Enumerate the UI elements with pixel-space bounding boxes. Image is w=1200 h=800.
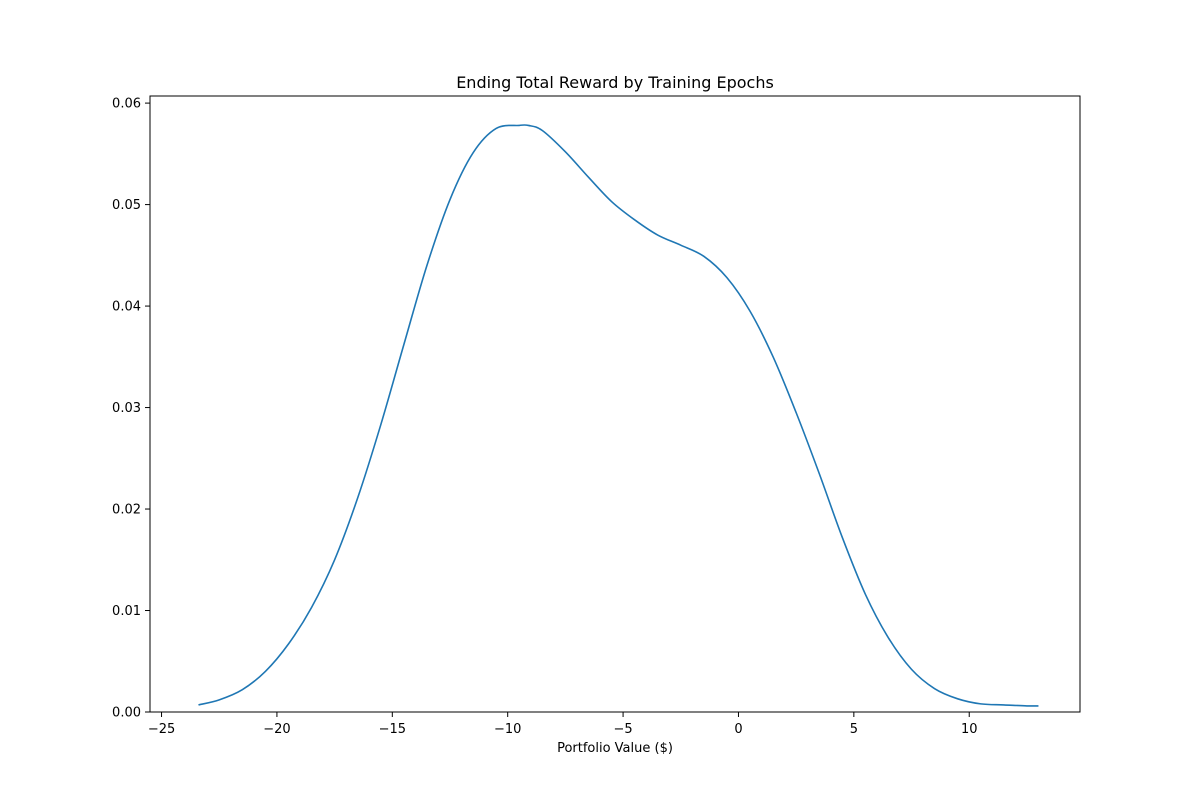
x-tick-label: 10 — [961, 722, 978, 737]
y-tick-label: 0.00 — [112, 706, 141, 721]
x-axis-label: Portfolio Value ($) — [557, 741, 673, 756]
y-tick-label: 0.01 — [112, 604, 141, 619]
x-tick-label: 0 — [734, 722, 742, 737]
y-tick-label: 0.04 — [112, 300, 141, 315]
x-tick-label: −15 — [379, 722, 406, 737]
x-tick-label: −10 — [494, 722, 521, 737]
x-tick-label: −25 — [148, 722, 175, 737]
y-tick-label: 0.03 — [112, 401, 141, 416]
y-tick-label: 0.06 — [112, 97, 141, 112]
x-tick-label: −20 — [263, 722, 290, 737]
y-tick-label: 0.05 — [112, 198, 141, 213]
density-line — [198, 124, 1039, 707]
x-axis-ticks: −25 −20 −15 −10 −5 0 5 10 — [148, 712, 978, 737]
x-tick-label: −5 — [613, 722, 632, 737]
chart-title: Ending Total Reward by Training Epochs — [456, 73, 774, 92]
y-axis-ticks: 0.00 0.01 0.02 0.03 0.04 0.05 0.06 — [112, 97, 150, 721]
x-tick-label: 5 — [850, 722, 858, 737]
plot-area — [149, 95, 1081, 713]
y-tick-label: 0.02 — [112, 503, 141, 518]
axes-frame — [149, 95, 1081, 713]
